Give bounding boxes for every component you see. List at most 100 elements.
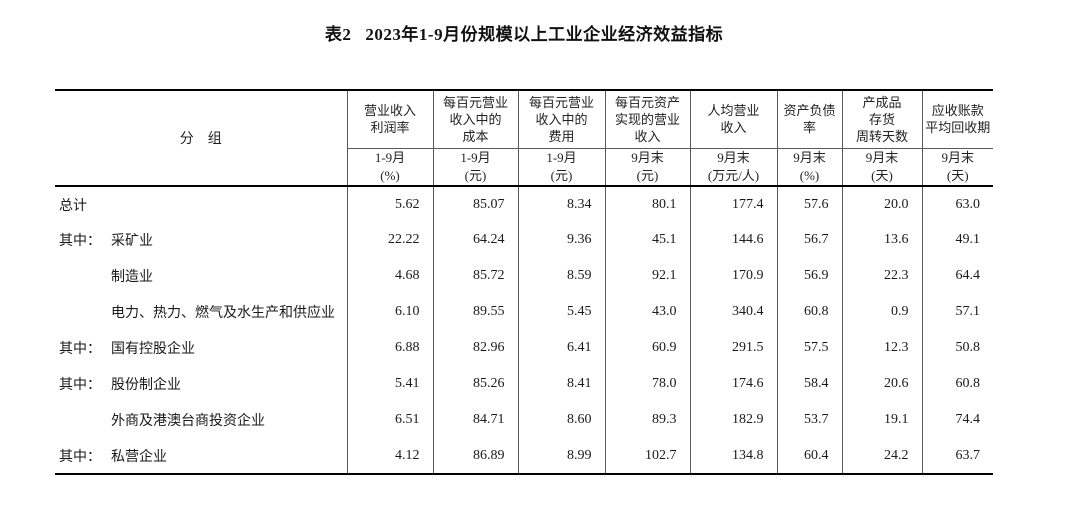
subheader-cell-2: 1-9月 (元)	[517, 148, 605, 187]
cell-value: 6.41	[517, 330, 605, 366]
subheader-cell-4: 9月末 (万元/人)	[689, 148, 777, 187]
subheader-cell-3: 9月末 (元)	[604, 148, 690, 187]
table-row-utilities: 电力、热力、燃气及水生产和供应业 6.10 89.55 5.45 43.0 34…	[55, 294, 993, 330]
group-header-label: 分 组	[179, 132, 222, 147]
cell-value: 102.7	[604, 438, 690, 474]
table-row-manufacturing: 制造业 4.68 85.72 8.59 92.1 170.9 56.9 22.3…	[55, 258, 993, 294]
cell-value: 134.8	[689, 438, 777, 474]
cell-value: 13.6	[841, 222, 922, 258]
cell-value: 89.55	[432, 294, 518, 330]
cell-value: 63.7	[921, 438, 993, 474]
table-number-label: 表2	[324, 25, 352, 44]
cell-value: 60.9	[604, 330, 690, 366]
statistics-table: 分 组 营业收入 利润率 每百元营业 收入中的 成本 每百元营业 收入中的 费用…	[55, 89, 993, 475]
subheader-cell-0: 1-9月 (%)	[346, 148, 433, 187]
cell-value: 174.6	[689, 366, 777, 402]
row-label-prefix: 其中：	[59, 342, 101, 357]
column-header-cost-per-100: 每百元营业 收入中的 成本	[432, 90, 518, 149]
cell-value: 24.2	[841, 438, 922, 474]
cell-value: 177.4	[689, 186, 777, 222]
column-header-expense-per-100: 每百元营业 收入中的 费用	[517, 90, 605, 149]
cell-value: 56.9	[776, 258, 842, 294]
cell-value: 53.7	[776, 402, 842, 438]
header-row-main: 分 组 营业收入 利润率 每百元营业 收入中的 成本 每百元营业 收入中的 费用…	[55, 90, 993, 187]
cell-value: 0.9	[841, 294, 922, 330]
cell-value: 8.99	[517, 438, 605, 474]
row-label: 外商及港澳台商投资企业	[111, 414, 265, 429]
cell-value: 84.71	[432, 402, 518, 438]
cell-value: 85.72	[432, 258, 518, 294]
table-row-private: 其中： 私营企业 4.12 86.89 8.99 102.7 134.8 60.4…	[55, 438, 993, 474]
cell-value: 12.3	[841, 330, 922, 366]
cell-value: 64.4	[921, 258, 993, 294]
cell-value: 8.59	[517, 258, 605, 294]
table-row-state-holding: 其中： 国有控股企业 6.88 82.96 6.41 60.9 291.5 57.…	[55, 330, 993, 366]
cell-value: 6.88	[346, 330, 433, 366]
cell-value: 60.4	[776, 438, 842, 474]
group-header-cell: 分 组	[55, 90, 347, 187]
cell-value: 9.36	[517, 222, 605, 258]
cell-value: 43.0	[604, 294, 690, 330]
cell-value: 22.22	[346, 222, 433, 258]
row-label: 其中： 国有控股企业	[55, 330, 347, 366]
row-label-prefix: 其中：	[59, 378, 101, 393]
cell-value: 5.41	[346, 366, 433, 402]
cell-value: 340.4	[689, 294, 777, 330]
cell-value: 8.60	[517, 402, 605, 438]
column-header-asset-liability-ratio: 资产负债 率	[776, 90, 842, 149]
row-label: 其中： 私营企业	[55, 438, 347, 474]
column-header-revenue-per-capita: 人均营业 收入	[689, 90, 777, 149]
row-label-prefix: 其中：	[59, 234, 101, 249]
cell-value: 82.96	[432, 330, 518, 366]
subheader-cell-1: 1-9月 (元)	[432, 148, 518, 187]
cell-value: 80.1	[604, 186, 690, 222]
cell-value: 89.3	[604, 402, 690, 438]
cell-value: 64.24	[432, 222, 518, 258]
row-label: 总计	[59, 198, 87, 214]
cell-value: 144.6	[689, 222, 777, 258]
cell-value: 57.1	[921, 294, 993, 330]
subheader-cell-6: 9月末 (天)	[841, 148, 922, 187]
cell-value: 92.1	[604, 258, 690, 294]
table-row-shareholding: 其中： 股份制企业 5.41 85.26 8.41 78.0 174.6 58.4…	[55, 366, 993, 402]
cell-value: 5.62	[346, 186, 433, 222]
header-row-sub: 1-9月 (%) 1-9月 (元) 1-9月 (元) 9月末 (元) 9月末 (万元/人)…	[55, 148, 993, 187]
subheader-cell-5: 9月末 (%)	[776, 148, 842, 187]
cell-value: 4.12	[346, 438, 433, 474]
cell-value: 86.89	[432, 438, 518, 474]
column-header-inventory-turnover-days: 产成品 存货 周转天数	[841, 90, 922, 149]
cell-value: 5.45	[517, 294, 605, 330]
cell-value: 57.6	[776, 186, 842, 222]
cell-value: 19.1	[841, 402, 922, 438]
table-row-mining: 其中： 采矿业 22.22 64.24 9.36 45.1 144.6 56.7 …	[55, 222, 993, 258]
cell-value: 57.5	[776, 330, 842, 366]
cell-value: 78.0	[604, 366, 690, 402]
cell-value: 45.1	[604, 222, 690, 258]
cell-value: 56.7	[776, 222, 842, 258]
cell-value: 22.3	[841, 258, 922, 294]
cell-value: 6.10	[346, 294, 433, 330]
cell-value: 74.4	[921, 402, 993, 438]
table-row-total: 总计 5.62 85.07 8.34 80.1 177.4 57.6 20.0 …	[55, 186, 993, 222]
cell-value: 170.9	[689, 258, 777, 294]
cell-value: 85.26	[432, 366, 518, 402]
cell-value: 20.0	[841, 186, 922, 222]
column-header-receivables-collection-period: 应收账款 平均回收期	[921, 90, 993, 149]
row-label: 其中： 采矿业	[55, 222, 347, 258]
row-label-prefix: 其中：	[59, 449, 101, 465]
cell-value: 60.8	[776, 294, 842, 330]
cell-value: 50.8	[921, 330, 993, 366]
cell-value: 182.9	[689, 402, 777, 438]
table-title-text: 2023年1-9月份规模以上工业企业经济效益指标	[365, 25, 724, 44]
row-label: 制造业	[111, 270, 153, 285]
column-header-revenue-per-100-assets: 每百元资产 实现的营业 收入	[604, 90, 690, 149]
cell-value: 4.68	[346, 258, 433, 294]
row-label: 其中： 股份制企业	[55, 366, 347, 402]
cell-value: 63.0	[921, 186, 993, 222]
cell-value: 60.8	[921, 366, 993, 402]
column-header-operating-margin: 营业收入 利润率	[346, 90, 433, 149]
subheader-cell-7: 9月末 (天)	[921, 148, 993, 187]
cell-value: 58.4	[776, 366, 842, 402]
cell-value: 6.51	[346, 402, 433, 438]
